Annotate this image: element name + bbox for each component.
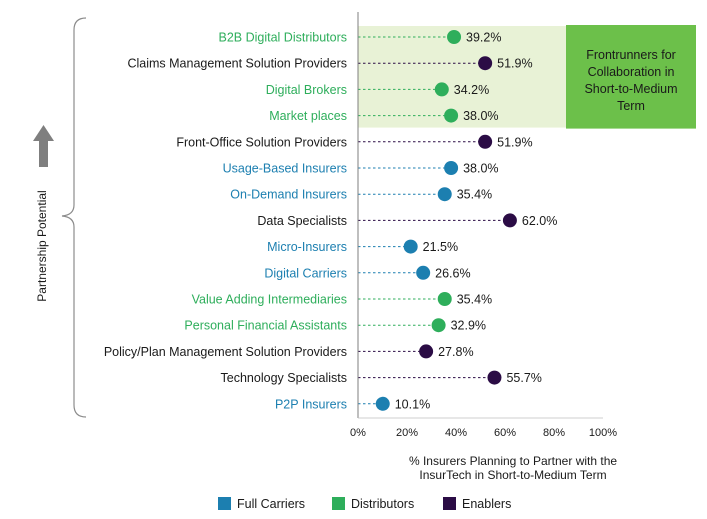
data-point — [437, 292, 452, 306]
data-point — [478, 134, 493, 149]
data-label: 51.9% — [497, 135, 532, 149]
highlight-layer: Frontrunners for Collaboration in Short-to… — [358, 25, 696, 129]
x-tick-label: 80% — [543, 427, 565, 439]
arrow-up-icon — [33, 125, 54, 141]
data-point — [478, 56, 493, 71]
category-label: Data Specialists — [257, 214, 347, 228]
legend-label: Distributors — [351, 497, 414, 511]
legend-label: Full Carriers — [237, 497, 305, 511]
x-tick-label: 20% — [396, 427, 418, 439]
x-tick-label: 0% — [350, 427, 366, 439]
y-axis-title: Partnership Potential — [35, 190, 49, 301]
data-label: 26.6% — [435, 266, 470, 280]
category-label: Micro-Insurers — [267, 240, 347, 254]
data-label: 38.0% — [463, 109, 498, 123]
legend-swatch — [332, 497, 345, 510]
data-label: 55.7% — [506, 371, 541, 385]
highlight-text-line: Short-to-Medium — [584, 82, 677, 96]
x-axis-title-line-1: % Insurers Planning to Partner with the — [409, 454, 617, 468]
category-label: Value Adding Intermediaries — [192, 293, 347, 307]
x-axis-title-line-2: InsurTech in Short-to-Medium Term — [419, 468, 606, 482]
y-axis-brace — [33, 17, 87, 418]
highlight-text-line: Collaboration in — [588, 65, 675, 79]
category-label: B2B Digital Distributors — [218, 31, 347, 45]
data-point — [434, 82, 449, 97]
data-point — [419, 344, 434, 359]
data-point — [487, 370, 502, 385]
highlight-box — [566, 25, 696, 129]
x-tick-label: 40% — [445, 427, 467, 439]
data-point — [416, 265, 431, 280]
brace-shape — [61, 17, 87, 418]
data-label: 35.4% — [457, 293, 492, 307]
category-label: Technology Specialists — [221, 371, 347, 385]
data-point — [437, 187, 452, 202]
data-rows: B2B Digital Distributors 39.2% Claims Mana… — [104, 30, 557, 411]
category-label: P2P Insurers — [275, 397, 347, 411]
data-label: 38.0% — [463, 162, 498, 176]
data-label: 27.8% — [438, 345, 473, 359]
category-label: Digital Carriers — [264, 266, 347, 280]
category-label: Personal Financial Assistants — [184, 319, 347, 333]
legend-swatch — [443, 497, 456, 510]
data-label: 51.9% — [497, 57, 532, 71]
data-point — [431, 318, 446, 333]
legend: Full Carriers Distributors Enablers — [218, 497, 511, 511]
highlight-text-line: Term — [617, 99, 645, 113]
category-label: Market places — [269, 109, 347, 123]
data-point — [403, 239, 418, 254]
data-label: 21.5% — [423, 240, 458, 254]
category-label: Usage-Based Insurers — [223, 162, 347, 176]
category-label: Claims Management Solution Providers — [127, 57, 347, 71]
data-label: 35.4% — [457, 188, 492, 202]
category-label: Digital Brokers — [266, 83, 347, 97]
data-point — [502, 213, 517, 228]
data-point — [447, 30, 462, 44]
data-label: 32.9% — [451, 319, 486, 333]
category-label: Front-Office Solution Providers — [176, 135, 347, 149]
x-tick-label: 60% — [494, 427, 516, 439]
category-label: Policy/Plan Management Solution Provider… — [104, 345, 347, 359]
x-axis: 0% 20% 40% 60% 80% 100% — [350, 12, 617, 439]
data-label: 34.2% — [454, 83, 489, 97]
data-point — [375, 396, 390, 411]
highlight-text-line: Frontrunners for — [586, 48, 676, 62]
data-label: 39.2% — [466, 31, 501, 45]
x-tick-label: 100% — [589, 427, 617, 439]
category-label: On-Demand Insurers — [230, 188, 347, 202]
data-label: 62.0% — [522, 214, 557, 228]
arrow-shaft — [39, 140, 48, 167]
legend-label: Enablers — [462, 497, 511, 511]
data-point — [444, 161, 459, 175]
data-point — [444, 108, 459, 123]
legend-swatch — [218, 497, 231, 510]
data-label: 10.1% — [395, 397, 430, 411]
